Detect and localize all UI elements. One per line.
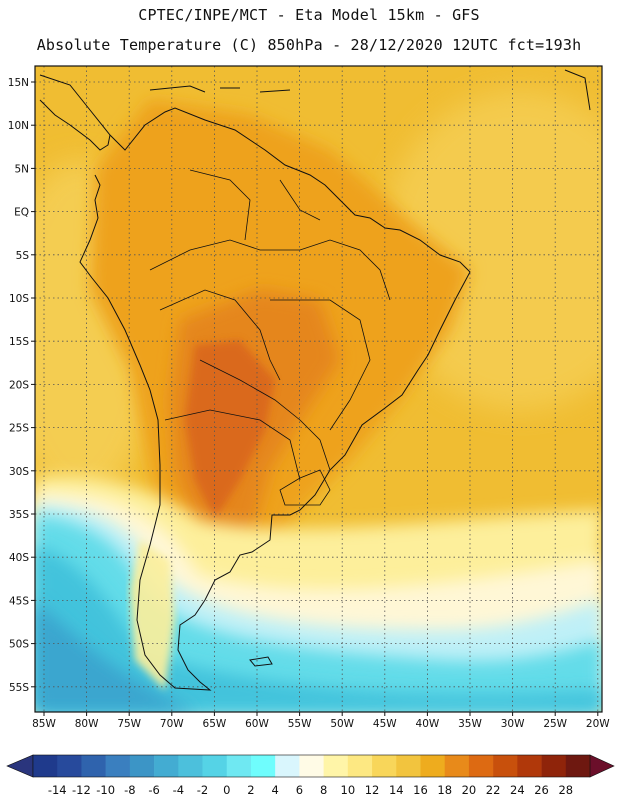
lon-tick-label: 70W bbox=[160, 718, 184, 730]
lat-tick-label: 5S bbox=[16, 250, 30, 262]
colorbar-swatch bbox=[444, 755, 470, 777]
coast-falklands bbox=[249, 656, 273, 667]
lat-tick-label: 40S bbox=[9, 552, 29, 564]
colorbar-label: -14 bbox=[48, 783, 67, 797]
lon-tick-label: 60W bbox=[245, 718, 269, 730]
colorbar-label: 2 bbox=[247, 783, 254, 797]
coastlines bbox=[39, 69, 591, 691]
lon-tick-label: 85W bbox=[32, 718, 56, 730]
coast-caribbean-islands bbox=[149, 69, 591, 111]
colorbar-swatch bbox=[468, 755, 494, 777]
colorbar-swatch bbox=[57, 755, 82, 777]
lon-tick-label: 20W bbox=[586, 718, 610, 730]
colorbar-swatch bbox=[517, 755, 542, 777]
lat-tick-label: 15N bbox=[8, 77, 29, 89]
colorbar-label: 24 bbox=[510, 783, 525, 797]
lat-tick-label: 45S bbox=[9, 595, 29, 607]
colorbar-label: 10 bbox=[341, 783, 356, 797]
colorbar-label: 14 bbox=[389, 783, 404, 797]
colorbar-label: 16 bbox=[413, 783, 428, 797]
field-cold-4 bbox=[35, 600, 200, 712]
lon-tick-label: 50W bbox=[330, 718, 354, 730]
colorbar-label: 22 bbox=[486, 783, 501, 797]
lat-tick-label: 20S bbox=[9, 379, 29, 391]
longitude-labels: 85W 80W 75W 70W 65W 60W 55W 50W 45W 40W 35W 30W 25W 2… bbox=[32, 712, 610, 730]
colorbar-swatch bbox=[275, 755, 300, 777]
latitude-labels: 15N 10N 5N EQ 5S 10S 15S 20S 25S 30S 35S 40S 45S 50S 5… bbox=[8, 77, 35, 694]
colorbar-swatch bbox=[81, 755, 106, 777]
colorbar-label: 6 bbox=[296, 783, 303, 797]
colorbar-swatch bbox=[154, 755, 179, 777]
colorbar-label: 18 bbox=[437, 783, 452, 797]
colorbar-under-arrow bbox=[6, 754, 34, 778]
temperature-field bbox=[35, 66, 602, 712]
colorbar-swatch bbox=[129, 755, 155, 777]
colorbar-label: -12 bbox=[72, 783, 91, 797]
colorbar-swatch bbox=[202, 755, 228, 777]
graticule bbox=[35, 66, 602, 712]
field-land-hotter bbox=[185, 340, 275, 520]
lat-tick-label: EQ bbox=[14, 207, 29, 219]
colorbar-swatch bbox=[396, 755, 421, 777]
field-patagonia bbox=[130, 540, 175, 690]
lon-tick-label: 40W bbox=[416, 718, 440, 730]
field-cold-3 bbox=[35, 545, 602, 712]
colorbar: -14 -12 -10 -8 -6 -4 -2 0 2 4 6 8 10 12 14 16 18 20 22 24 26… bbox=[6, 754, 615, 797]
colorbar-frame bbox=[32, 754, 591, 778]
colorbar-swatch bbox=[347, 755, 373, 777]
colorbar-label: -10 bbox=[96, 783, 115, 797]
colorbar-swatch bbox=[541, 755, 567, 777]
colorbar-swatch bbox=[178, 755, 203, 777]
coast-south-america bbox=[39, 74, 471, 691]
colorbar-swatch bbox=[226, 755, 252, 777]
colorbar-swatch bbox=[250, 755, 276, 777]
plot-frame bbox=[34, 65, 603, 713]
lat-tick-label: 30S bbox=[9, 466, 29, 478]
colorbar-label: -4 bbox=[173, 783, 184, 797]
lat-tick-label: 15S bbox=[9, 336, 29, 348]
colorbar-label: 8 bbox=[320, 783, 327, 797]
colorbar-label: -6 bbox=[148, 783, 159, 797]
lon-tick-label: 25W bbox=[543, 718, 567, 730]
colorbar-swatch bbox=[33, 755, 58, 777]
colorbar-swatch bbox=[565, 755, 591, 777]
lon-tick-label: 80W bbox=[75, 718, 99, 730]
title-line-2: Absolute Temperature (C) 850hPa - 28/12/… bbox=[36, 36, 582, 54]
title-line-1: CPTEC/INPE/MCT - Eta Model 15km - GFS bbox=[138, 6, 480, 24]
lat-tick-label: 10S bbox=[9, 293, 29, 305]
colorbar-swatch bbox=[105, 755, 131, 777]
colorbar-label: 12 bbox=[365, 783, 380, 797]
lon-tick-label: 45W bbox=[373, 718, 397, 730]
lat-tick-label: 50S bbox=[9, 639, 29, 651]
lat-tick-label: 10N bbox=[8, 120, 29, 132]
colorbar-swatch bbox=[420, 755, 445, 777]
coast-central-america bbox=[39, 99, 111, 151]
lon-tick-label: 65W bbox=[203, 718, 227, 730]
colorbar-label: -8 bbox=[124, 783, 135, 797]
colorbar-label: 0 bbox=[223, 783, 230, 797]
political-borders bbox=[149, 169, 391, 506]
colorbar-label: 20 bbox=[462, 783, 477, 797]
lat-tick-label: 25S bbox=[9, 423, 29, 435]
lon-tick-label: 75W bbox=[117, 718, 141, 730]
lon-tick-label: 35W bbox=[458, 718, 482, 730]
colorbar-swatch bbox=[323, 755, 349, 777]
colorbar-swatch bbox=[493, 755, 518, 777]
lon-tick-label: 30W bbox=[501, 718, 525, 730]
colorbar-swatch bbox=[372, 755, 397, 777]
colorbar-over-arrow bbox=[589, 754, 615, 778]
lat-tick-label: 5N bbox=[14, 163, 29, 175]
colorbar-label: -2 bbox=[197, 783, 208, 797]
colorbar-label: 26 bbox=[534, 783, 549, 797]
colorbar-label: 28 bbox=[558, 783, 573, 797]
lat-tick-label: 55S bbox=[9, 682, 29, 694]
colorbar-swatch bbox=[299, 755, 324, 777]
lon-tick-label: 55W bbox=[288, 718, 312, 730]
lat-tick-label: 35S bbox=[9, 509, 29, 521]
colorbar-label: 4 bbox=[272, 783, 279, 797]
